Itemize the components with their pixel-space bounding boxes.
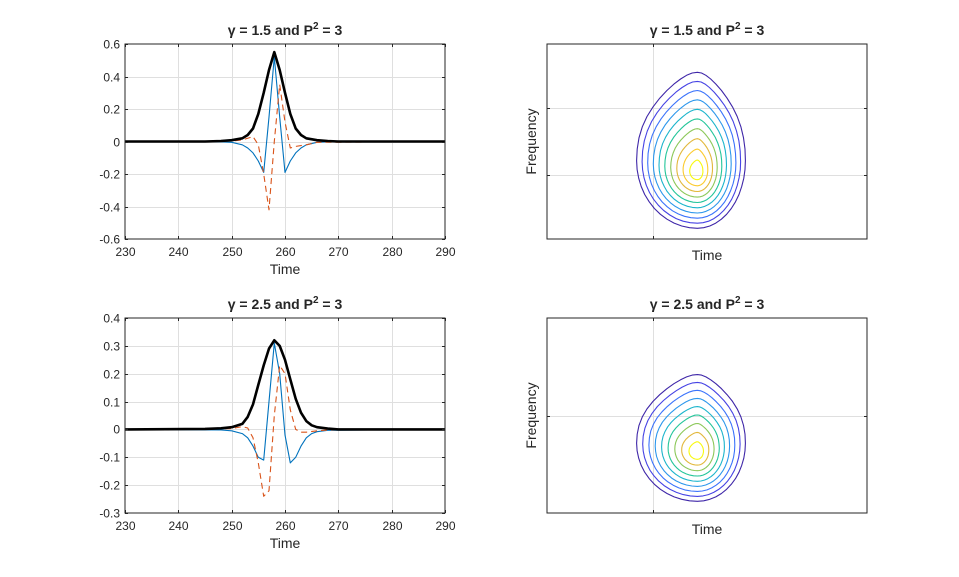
panel-bottom-left: 230 240 250 260 270 280 290 -0.3 -0.2 -0.1 0 0.1 0.2… xyxy=(99,295,456,551)
y-tick-label: -0.1 xyxy=(99,451,120,465)
x-tick-label: 280 xyxy=(382,519,402,533)
contour-level xyxy=(682,148,709,187)
title-suffix: = 3 xyxy=(741,22,765,38)
contour-level xyxy=(636,71,746,229)
y-tick-label: 0.2 xyxy=(103,103,120,117)
plot-area xyxy=(125,50,445,211)
y-tick-label: 0.4 xyxy=(103,312,120,326)
plot-area xyxy=(125,338,445,497)
y-axis-label: Frequency xyxy=(523,108,539,174)
y-tick-label: -0.6 xyxy=(99,233,120,247)
panel-top-left: 230 240 250 260 270 280 290 -0.6 -0.4 -0.2 0 0.2 0.4… xyxy=(99,21,456,277)
axes-frame xyxy=(546,43,868,240)
title-prefix: γ = 1.5 and P xyxy=(650,22,735,38)
series-line-envelope xyxy=(125,50,445,143)
contour-level xyxy=(636,374,746,502)
x-axis-label: Time xyxy=(692,247,723,263)
contour-level xyxy=(652,99,732,214)
y-tick-label: 0.6 xyxy=(103,38,120,52)
y-tick-label: -0.3 xyxy=(99,507,120,521)
title-sup: 2 xyxy=(735,21,741,32)
plot-area xyxy=(636,71,746,229)
contour-level xyxy=(688,441,705,460)
series-line-envelope xyxy=(125,338,445,431)
y-axis-label: Frequency xyxy=(523,382,539,448)
x-tick-label: 240 xyxy=(168,519,188,533)
y-tick-label: 0 xyxy=(113,423,120,437)
title-prefix: γ = 2.5 and P xyxy=(228,296,313,312)
title-sup: 2 xyxy=(313,295,319,306)
tick-labels: 230 240 250 260 270 280 290 -0.6 -0.4 -0.2 0 0.2 0.4… xyxy=(99,38,456,260)
x-tick-label: 250 xyxy=(222,519,242,533)
x-tick-label: 280 xyxy=(382,245,402,259)
tick-marks xyxy=(547,44,867,239)
grid xyxy=(547,318,867,513)
contour-level xyxy=(670,128,718,198)
contour-level xyxy=(667,414,720,477)
contour-level xyxy=(676,138,714,193)
x-tick-label: 270 xyxy=(328,245,348,259)
x-tick-label: 230 xyxy=(115,245,135,259)
contour-level xyxy=(641,80,742,224)
contour-level xyxy=(689,159,704,181)
x-axis-label: Time xyxy=(270,261,301,277)
y-tick-label: 0.1 xyxy=(103,396,120,410)
title-suffix: = 3 xyxy=(319,296,343,312)
plot-area xyxy=(636,374,746,502)
panel-bottom-right: γ = 2.5 and P2 = 3 Time Frequency xyxy=(523,295,868,537)
axes-frame xyxy=(546,317,868,514)
x-axis-label: Time xyxy=(270,535,301,551)
y-tick-label: 0.3 xyxy=(103,340,120,354)
series-line-real xyxy=(125,342,445,464)
contour-level xyxy=(647,89,737,219)
contour-level xyxy=(654,397,731,487)
chart-title: γ = 1.5 and P2 = 3 xyxy=(228,21,343,38)
y-tick-label: 0 xyxy=(113,136,120,150)
x-tick-label: 290 xyxy=(435,519,455,533)
chart-title: γ = 2.5 and P2 = 3 xyxy=(650,295,765,312)
x-tick-label: 250 xyxy=(222,245,242,259)
series-line-imag xyxy=(125,364,445,497)
contour-level xyxy=(642,381,741,497)
title-prefix: γ = 1.5 and P xyxy=(228,22,313,38)
x-tick-label: 260 xyxy=(275,245,295,259)
x-tick-label: 270 xyxy=(328,519,348,533)
chart-title: γ = 2.5 and P2 = 3 xyxy=(228,295,343,312)
contour-level xyxy=(664,118,723,204)
title-suffix: = 3 xyxy=(741,296,765,312)
y-tick-label: -0.2 xyxy=(99,168,120,182)
contour-level xyxy=(648,389,736,492)
contour-level xyxy=(661,406,725,482)
chart-title: γ = 1.5 and P2 = 3 xyxy=(650,21,765,38)
title-sup: 2 xyxy=(735,295,741,306)
title-sup: 2 xyxy=(313,21,319,32)
y-tick-label: 0.2 xyxy=(103,368,120,382)
x-tick-label: 230 xyxy=(115,519,135,533)
x-tick-label: 260 xyxy=(275,519,295,533)
title-prefix: γ = 2.5 and P xyxy=(650,296,735,312)
x-tick-label: 290 xyxy=(435,245,455,259)
grid xyxy=(547,44,867,239)
title-suffix: = 3 xyxy=(319,22,343,38)
tick-labels: 230 240 250 260 270 280 290 -0.3 -0.2 -0.1 0 0.1 0.2… xyxy=(99,312,456,534)
panel-top-right: γ = 1.5 and P2 = 3 Time Frequency xyxy=(523,21,868,263)
y-tick-label: -0.4 xyxy=(99,201,120,215)
series-line-imag xyxy=(125,84,445,211)
x-tick-label: 240 xyxy=(168,245,188,259)
grid xyxy=(125,318,445,513)
x-axis-label: Time xyxy=(692,521,723,537)
y-tick-label: -0.2 xyxy=(99,479,120,493)
tick-marks xyxy=(547,318,867,513)
contour-level xyxy=(658,108,728,209)
contour-level xyxy=(681,431,710,466)
y-tick-label: 0.4 xyxy=(103,71,120,85)
contour-level xyxy=(674,422,715,472)
